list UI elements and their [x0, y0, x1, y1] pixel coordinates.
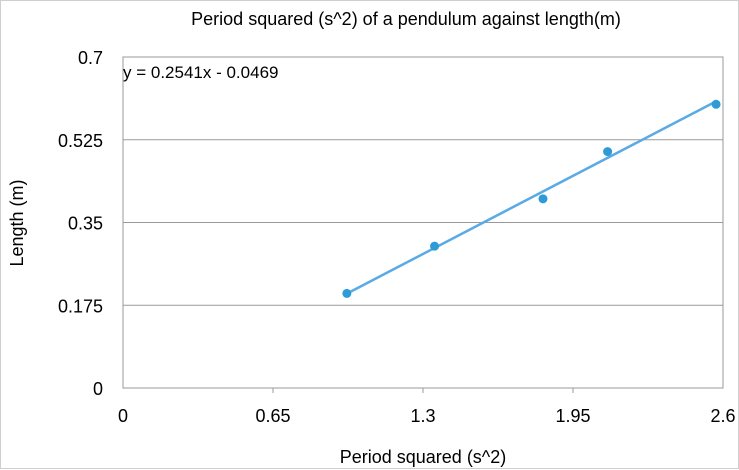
x-axis-label: Period squared (s^2) [340, 447, 507, 467]
data-point [342, 288, 352, 298]
y-tick-label: 0.175 [58, 296, 103, 316]
gridlines [123, 139, 723, 393]
data-point [711, 99, 721, 109]
x-tick-label: 1.3 [410, 406, 435, 426]
y-tick-label: 0.525 [58, 131, 103, 151]
y-tick-label: 0.35 [68, 214, 103, 234]
x-tick-labels: 0 0.65 1.3 1.95 2.6 [118, 406, 736, 426]
x-tick-label: 1.95 [555, 406, 590, 426]
x-tick-label: 2.6 [710, 406, 735, 426]
chart-title: Period squared (s^2) of a pendulum again… [191, 9, 621, 29]
y-tick-label: 0 [93, 379, 103, 399]
y-tick-labels: 0 0.175 0.35 0.525 0.7 [58, 48, 103, 399]
y-tick-label: 0.7 [78, 48, 103, 68]
data-points [342, 99, 721, 298]
data-point [430, 241, 440, 251]
plot-area [122, 56, 724, 389]
x-tick-label: 0.65 [255, 406, 290, 426]
x-tick-label: 0 [118, 406, 128, 426]
y-axis-label: Length (m) [7, 179, 27, 266]
data-point [603, 147, 613, 157]
trendline [346, 100, 717, 295]
data-point [538, 194, 548, 204]
trendline-equation: y = 0.2541x - 0.0469 [123, 63, 278, 82]
